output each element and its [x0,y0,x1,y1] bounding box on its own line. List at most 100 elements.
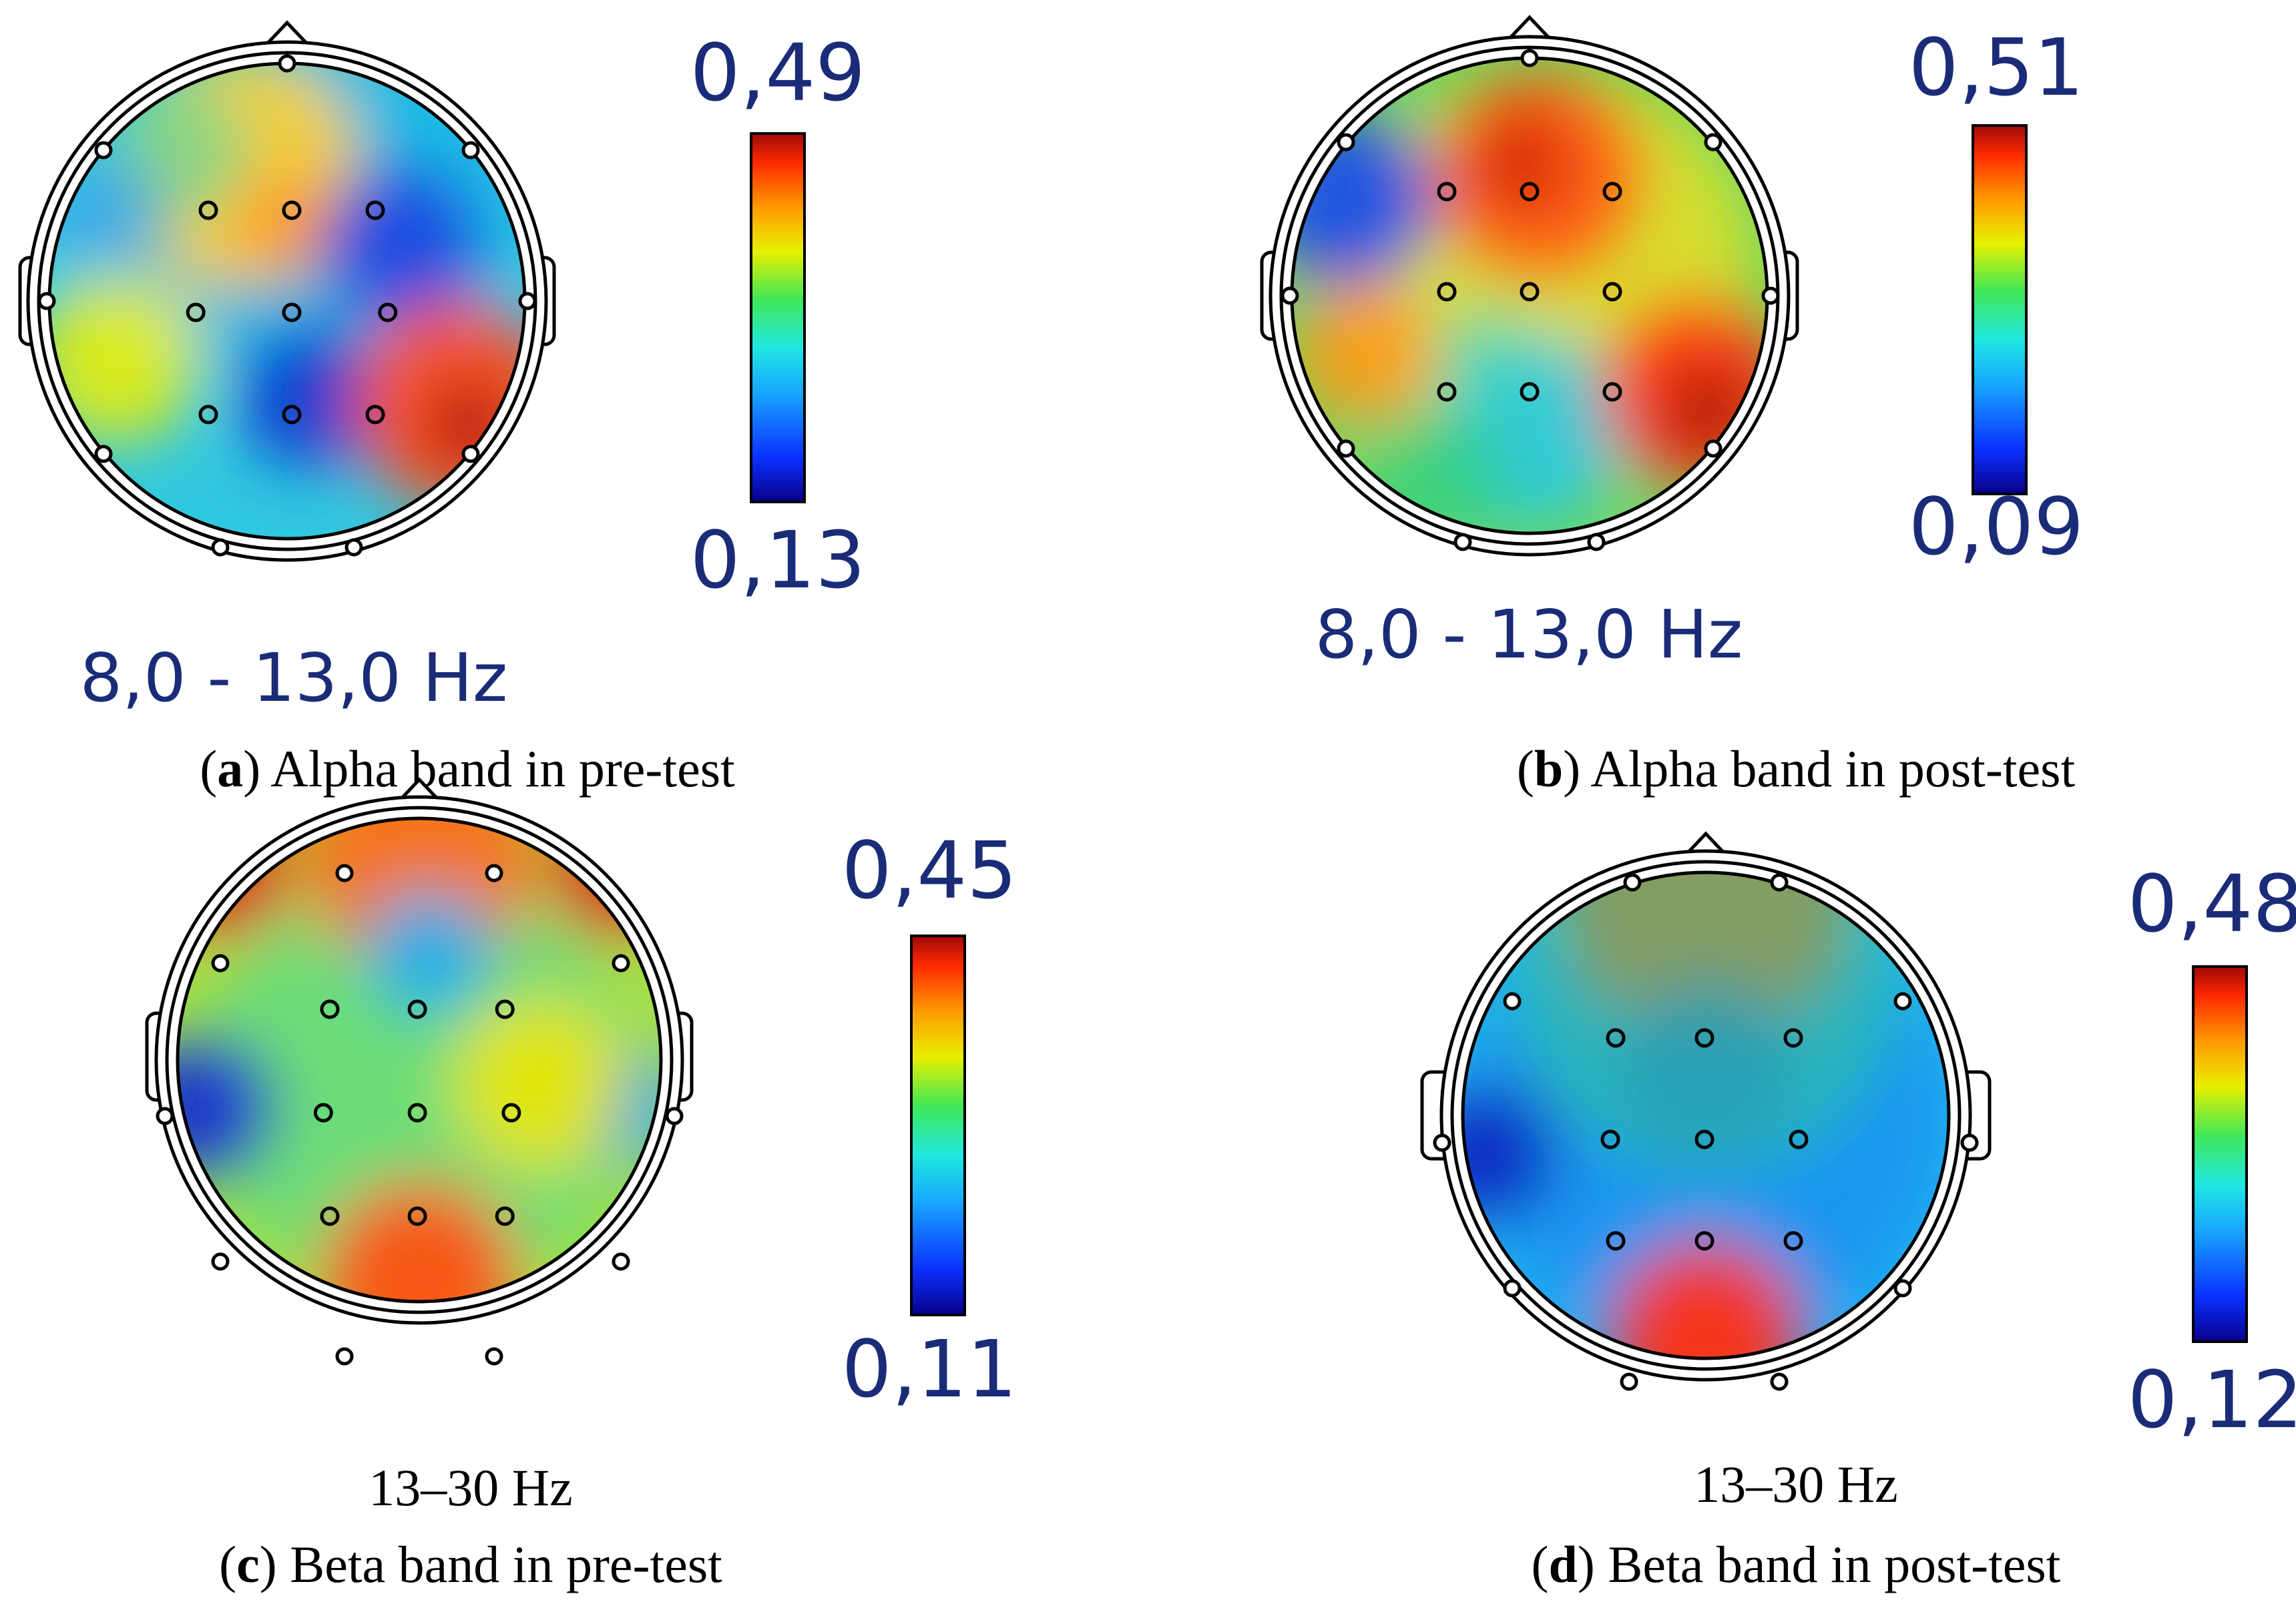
outer-electrode-marker [1520,49,1539,67]
activity-blob [1434,305,1530,400]
outer-electrode-marker [1960,1133,1979,1152]
outer-electrode-marker [37,292,56,310]
band-label-b: 8,0 - 13,0 Hz [1315,595,1743,674]
electrode-marker [378,302,398,322]
outer-electrode-marker [1620,1372,1638,1391]
outer-electrode-marker [461,141,480,160]
electrodes-c [156,864,684,1366]
caption-d: (d) Beta band in post-test [1532,1535,2061,1593]
outer-electrode-marker [1503,1279,1522,1298]
outer-electrode-marker [211,1252,230,1271]
activity-blob [1463,1086,1556,1223]
electrode-marker [282,200,302,220]
outer-electrode-marker [94,445,113,463]
outer-electrode-marker [1281,286,1299,305]
scale-max-d: 0,48 [2128,858,2296,950]
band-label-c: 13–30 Hz [369,1458,572,1517]
activity-blob [178,818,289,940]
electrode-marker [1694,1129,1714,1149]
caption-c: (c) Beta band in pre-test [219,1535,722,1593]
outer-electrode-marker [485,1347,503,1366]
panel-a: 0,49 0,13 8,0 - 13,0 Hz (a) Alpha band i… [18,20,866,798]
activity-blob [1608,1242,1803,1358]
scale-max-b: 0,51 [1909,21,2084,113]
topomap-c [178,818,661,1302]
activity-blob [178,1035,274,1181]
electrodes-a [37,54,537,557]
caption-b: (b) Alpha band in post-test [1517,740,2076,798]
electrode-marker [1600,1129,1620,1149]
outer-electrode-marker [211,954,230,973]
panel-c: 0,45 0,11 13–30 Hz (c) Beta band in pre-… [145,777,1017,1593]
caption-a: (a) Alpha band in pre-test [200,740,735,798]
electrode-marker [320,1206,340,1226]
outer-electrode-marker [335,864,354,882]
scale-min-c: 0,11 [842,1323,1017,1415]
electrode-marker [1602,382,1622,402]
outer-electrode-marker [1704,133,1723,152]
outer-electrode-marker [1893,1279,1912,1298]
electrode-marker [495,1206,515,1226]
electrode-marker [1437,182,1457,202]
outer-electrode-marker [461,445,480,463]
electrode-marker [501,1103,521,1123]
electrode-marker [407,1103,427,1123]
electrode-marker [186,302,206,322]
outer-electrode-marker [211,538,230,557]
electrode-marker [282,405,302,425]
outer-electrode-marker [1770,873,1789,892]
topomap-d [1463,872,1949,1358]
electrode-marker [320,999,340,1019]
activity-blob [234,172,340,278]
electrode-marker [1606,1028,1626,1048]
topomap-b [1292,58,1767,533]
colorbar-a: 0,49 0,13 [690,27,866,606]
outer-electrode-marker [335,1347,354,1366]
electrode-marker [1694,1231,1714,1251]
electrode-marker [1606,1231,1626,1251]
colorbar-b: 0,51 0,09 [1909,21,2084,573]
outer-electrode-marker [345,538,363,557]
outer-electrode-marker [1503,992,1522,1011]
electrodes-d [1433,873,1979,1391]
outer-electrode-marker [665,1107,684,1125]
colorbar-c: 0,45 0,11 [842,824,1017,1415]
outer-electrode-marker [612,954,630,973]
electrode-marker [1783,1231,1803,1251]
electrode-marker [1520,382,1540,402]
scale-min-b: 0,09 [1909,481,2084,573]
outer-electrode-marker [1337,439,1355,458]
activity-blob [239,324,383,468]
electrode-marker [1602,282,1622,302]
panel-d: 0,48 0,12 13–30 Hz (d) Beta band in post… [1420,831,2296,1593]
activity-blob [322,1181,516,1302]
electrode-marker [407,1206,427,1226]
electrode-marker [1520,282,1540,302]
electrode-marker [198,405,218,425]
activity-blob [366,890,492,1017]
scale-min-d: 0,12 [2128,1354,2296,1446]
electrode-marker [365,405,385,425]
electrode-marker [365,200,385,220]
electrode-marker [1520,182,1540,202]
outer-electrode-marker [1893,992,1912,1011]
activity-blob [1472,115,1568,210]
electrode-marker [1437,382,1457,402]
panel-b: 0,51 0,09 8,0 - 13,0 Hz (b) Alpha band i… [1260,15,2084,798]
outer-electrode-marker [1433,1133,1451,1152]
outer-electrode-marker [612,1252,630,1271]
electrodes-b [1281,49,1780,551]
activity-blob [202,866,637,1302]
activity-blob [453,997,628,1171]
electrode-marker [495,999,515,1019]
outer-electrode-marker [1704,439,1723,458]
activity-blob [1292,281,1435,425]
electrode-marker [1602,182,1622,202]
outer-electrode-marker [278,54,296,73]
electrode-marker [407,999,427,1019]
electrode-marker [282,302,302,322]
electrode-marker [198,200,218,220]
scale-max-a: 0,49 [690,27,866,119]
electrode-marker [1694,1028,1714,1048]
